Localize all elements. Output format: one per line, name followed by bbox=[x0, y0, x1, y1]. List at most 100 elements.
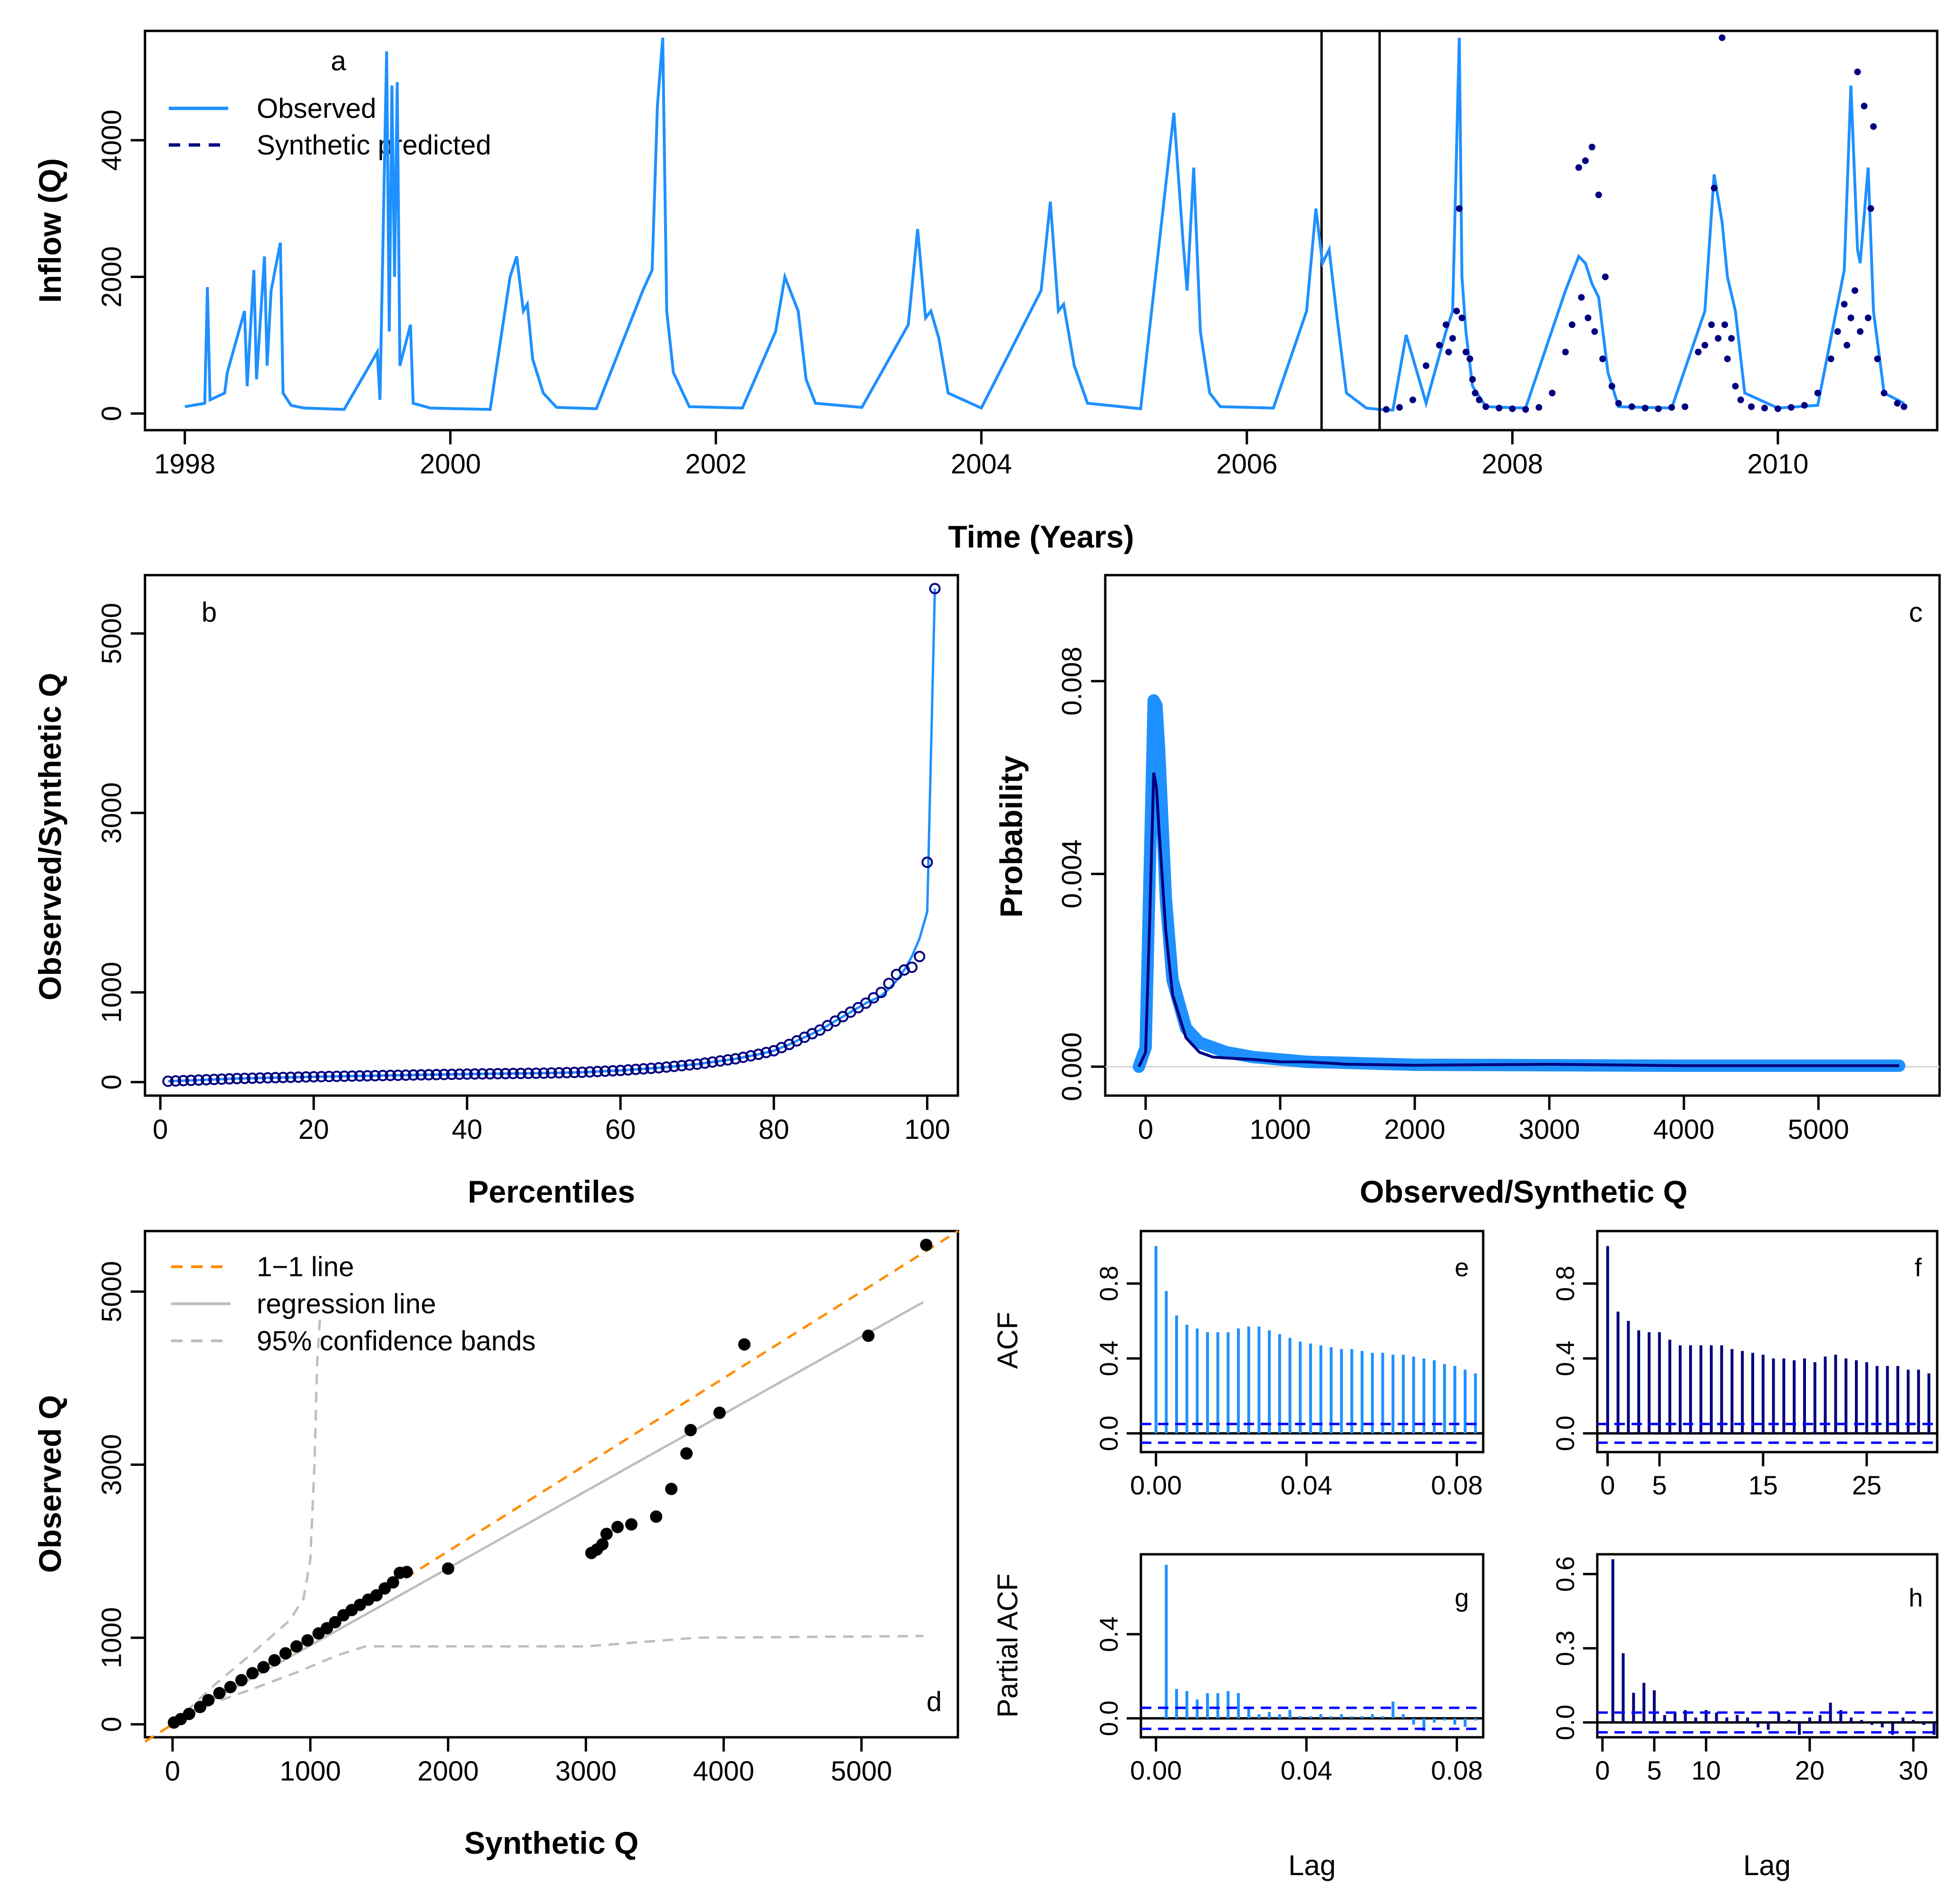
synthetic-percentile-point bbox=[645, 1062, 657, 1074]
synthetic-point bbox=[1681, 403, 1689, 410]
panel-c-ylabel: Probability bbox=[994, 755, 1029, 917]
synthetic-percentile-point bbox=[223, 1073, 235, 1085]
synthetic-percentile-point bbox=[553, 1067, 565, 1079]
panel-g-xtick-label: 0.04 bbox=[1281, 1755, 1332, 1785]
panel-b-xlabel: Percentiles bbox=[468, 1174, 635, 1209]
synthetic-percentile-point bbox=[753, 1049, 764, 1060]
panel-a-xtick-label: 2002 bbox=[685, 449, 746, 480]
synthetic-percentile-point bbox=[254, 1072, 266, 1084]
synthetic-point bbox=[1737, 396, 1744, 404]
synthetic-percentile-point bbox=[730, 1053, 742, 1065]
synthetic-percentile-point bbox=[569, 1067, 580, 1078]
panel-a-xtick-label: 1998 bbox=[154, 449, 215, 480]
synthetic-point bbox=[1748, 403, 1755, 410]
panel-c-xtick-label: 3000 bbox=[1519, 1114, 1580, 1145]
synthetic-percentile-point bbox=[522, 1068, 534, 1079]
synthetic-point bbox=[1476, 396, 1483, 404]
synthetic-percentile-point bbox=[637, 1063, 649, 1075]
panel-h-xtick-label: 0 bbox=[1595, 1755, 1610, 1785]
panel-c-ytick-label: 0.004 bbox=[1057, 839, 1088, 908]
synthetic-point bbox=[1695, 348, 1702, 356]
panel-f-ytick-label: 0.8 bbox=[1551, 1266, 1580, 1301]
synthetic-point bbox=[1602, 273, 1609, 280]
synthetic-point bbox=[1599, 356, 1606, 362]
synthetic-point bbox=[1509, 405, 1516, 412]
synthetic-percentile-point bbox=[507, 1068, 519, 1079]
synthetic-percentile-point bbox=[615, 1065, 627, 1077]
synthetic-point bbox=[1708, 321, 1715, 328]
panel-h-ytick-label: 0.0 bbox=[1551, 1704, 1580, 1740]
observed-vs-synthetic-point bbox=[600, 1528, 613, 1540]
panel-a-xtick-label: 2004 bbox=[951, 449, 1012, 480]
synthetic-percentile-point bbox=[285, 1071, 297, 1083]
legend-one-to-one-label: 1−1 line bbox=[257, 1252, 354, 1282]
synthetic-percentile-point bbox=[407, 1069, 419, 1081]
observed-vs-synthetic-point bbox=[202, 1694, 215, 1706]
synthetic-percentile-point bbox=[584, 1066, 596, 1078]
synthetic-point bbox=[1857, 328, 1864, 335]
synthetic-percentile-point bbox=[446, 1069, 458, 1080]
synthetic-point bbox=[1562, 348, 1569, 356]
panel-f-plot: 0 5 15 25 0.0 0.4 0.8 bbox=[1551, 1246, 1937, 1500]
panel-f-xtick-label: 25 bbox=[1852, 1470, 1882, 1500]
panel-a-right-frame bbox=[1320, 29, 1939, 432]
synthetic-point bbox=[1591, 328, 1598, 335]
observed-vs-synthetic-point bbox=[370, 1589, 383, 1602]
panel-d-ytick-label: 1000 bbox=[97, 1607, 127, 1668]
panel-h-plot: 0 5 10 20 30 0.0 0.3 0.6 bbox=[1551, 1556, 1937, 1785]
panel-d-frame bbox=[144, 1230, 959, 1739]
panel-a-xtick-label: 2006 bbox=[1216, 449, 1277, 480]
synthetic-percentile-point bbox=[300, 1071, 312, 1083]
panel-c-xlabel: Observed/Synthetic Q bbox=[1360, 1174, 1688, 1209]
synthetic-point bbox=[1814, 389, 1821, 396]
panel-g-xlabel: Lag bbox=[1288, 1849, 1336, 1881]
observed-percentile-line bbox=[168, 588, 937, 1083]
legend-regression-label: regression line bbox=[257, 1289, 436, 1319]
panel-a-xtick-label: 2000 bbox=[420, 449, 481, 480]
regression-line bbox=[172, 1301, 924, 1724]
synthetic-point bbox=[1710, 184, 1718, 192]
panel-a-xlabel: Time (Years) bbox=[948, 519, 1134, 554]
observed-vs-synthetic-point bbox=[738, 1338, 751, 1351]
observed-inflow-line bbox=[184, 38, 1905, 412]
panel-h-ytick-label: 0.6 bbox=[1551, 1556, 1580, 1592]
panel-b-ytick-label: 3000 bbox=[97, 782, 127, 844]
panel-h-xlabel: Lag bbox=[1743, 1849, 1791, 1881]
panel-c-label: c bbox=[1909, 597, 1923, 628]
panel-g-ytick-label: 0.0 bbox=[1095, 1701, 1123, 1736]
synthetic-percentile-point bbox=[914, 951, 926, 963]
panel-e-plot: 0.00 0.04 0.08 0.0 0.4 0.8 bbox=[1095, 1246, 1483, 1500]
panel-b-label: b bbox=[202, 597, 217, 628]
observed-vs-synthetic-point bbox=[257, 1661, 270, 1674]
panel-f-xtick-label: 5 bbox=[1652, 1470, 1667, 1500]
panel-a-xtick-label: 2010 bbox=[1747, 449, 1808, 480]
panel-g-frame bbox=[1139, 1553, 1485, 1739]
panel-a-ylabel: Inflow (Q) bbox=[32, 158, 68, 303]
observed-vs-synthetic-point bbox=[301, 1634, 314, 1647]
observed-vs-synthetic-point bbox=[235, 1674, 248, 1686]
panel-e-frame bbox=[1139, 1230, 1485, 1454]
synthetic-percentile-point bbox=[415, 1069, 427, 1081]
synthetic-percentile-point bbox=[599, 1065, 611, 1077]
panel-h-frame bbox=[1596, 1553, 1939, 1739]
synthetic-point bbox=[1867, 205, 1874, 212]
observed-vs-synthetic-point bbox=[279, 1647, 292, 1660]
synthetic-point bbox=[1467, 356, 1474, 362]
synthetic-point bbox=[1549, 389, 1556, 396]
synthetic-point bbox=[1462, 348, 1469, 356]
synthetic-point bbox=[1578, 294, 1585, 301]
synthetic-point bbox=[1496, 404, 1503, 412]
observed-vs-synthetic-point bbox=[213, 1687, 226, 1700]
observed-vs-synthetic-point bbox=[920, 1239, 933, 1252]
observed-vs-synthetic-point bbox=[193, 1701, 206, 1714]
panel-c-xtick-label: 2000 bbox=[1384, 1114, 1446, 1145]
synthetic-percentile-point bbox=[653, 1062, 665, 1074]
panel-h-xtick-label: 20 bbox=[1795, 1755, 1825, 1785]
synthetic-point bbox=[1582, 157, 1589, 164]
panel-c-ytick-label: 0.000 bbox=[1057, 1032, 1088, 1101]
synthetic-point bbox=[1469, 376, 1476, 383]
synthetic-percentile-point bbox=[676, 1059, 688, 1071]
panel-f-label: f bbox=[1914, 1253, 1922, 1282]
synthetic-percentile-point bbox=[906, 962, 918, 973]
synthetic-point bbox=[1409, 396, 1416, 404]
